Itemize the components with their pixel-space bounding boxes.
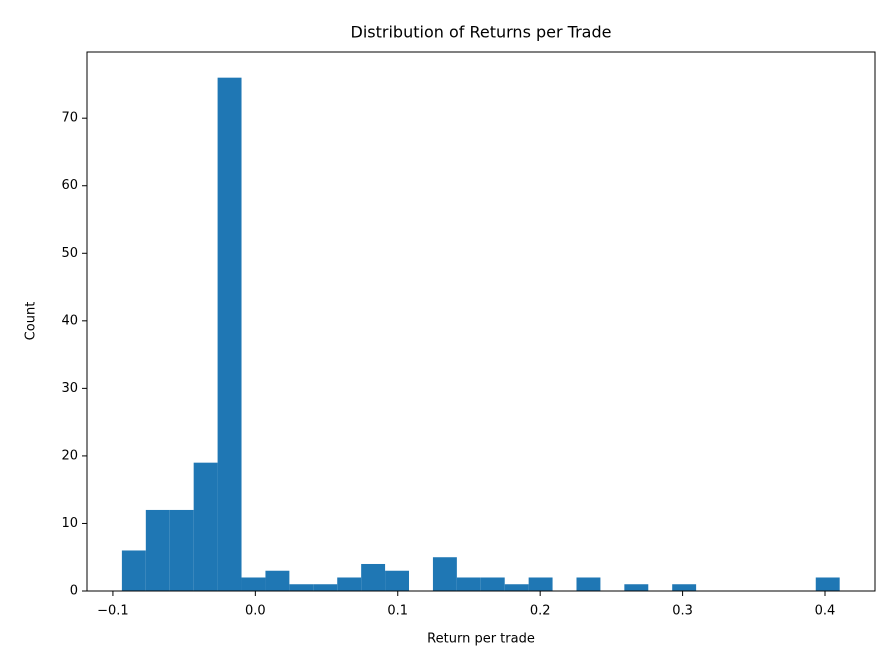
bar	[576, 577, 601, 591]
y-tick-label: 60	[61, 178, 78, 193]
chart-title: Distribution of Returns per Trade	[351, 23, 612, 42]
bar	[265, 570, 290, 591]
x-tick-label: −0.1	[97, 604, 129, 619]
y-tick-label: 30	[61, 381, 78, 396]
bar	[480, 577, 505, 591]
bar	[217, 77, 242, 591]
bar	[528, 577, 553, 591]
bar	[815, 577, 840, 591]
bar	[241, 577, 266, 591]
bar	[456, 577, 481, 591]
bar	[337, 577, 362, 591]
bar	[193, 462, 218, 591]
bar	[504, 584, 529, 591]
x-tick-label: 0.4	[815, 604, 836, 619]
x-axis-label: Return per trade	[427, 632, 535, 647]
bar	[624, 584, 649, 591]
bar	[313, 584, 338, 591]
bar	[385, 570, 410, 591]
y-tick-label: 10	[61, 516, 78, 531]
y-tick-label: 50	[61, 246, 78, 261]
bar	[289, 584, 314, 591]
x-tick-label: 0.2	[530, 604, 551, 619]
plot-frame	[86, 51, 876, 592]
bar	[432, 557, 457, 591]
y-axis-label: Count	[24, 302, 39, 341]
x-tick-label: 0.1	[387, 604, 408, 619]
bar	[672, 584, 697, 591]
y-tick-label: 40	[61, 313, 78, 328]
y-tick-label: 0	[70, 584, 78, 599]
y-tick-label: 20	[61, 448, 78, 463]
bar	[361, 563, 386, 591]
y-tick-label: 70	[61, 111, 78, 126]
bar	[145, 509, 170, 591]
x-tick-label: 0.3	[672, 604, 693, 619]
x-tick-label: 0.0	[245, 604, 266, 619]
bar	[169, 509, 194, 591]
bar	[121, 550, 146, 591]
